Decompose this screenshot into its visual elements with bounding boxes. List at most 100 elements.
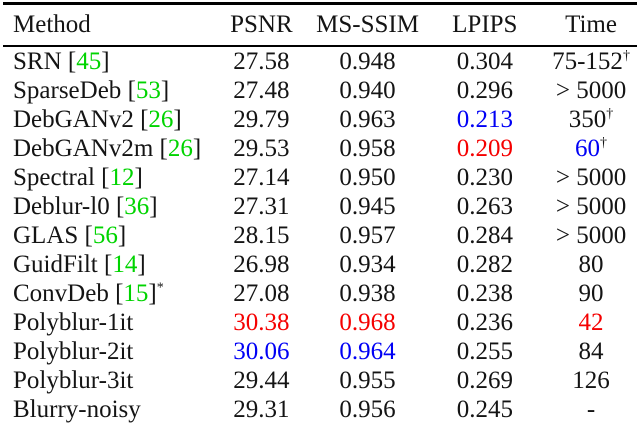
table-row: Spectral [12] 27.14 0.950 0.230 > 5000 bbox=[3, 163, 637, 192]
time-cell: 60† bbox=[545, 134, 637, 163]
lpips-cell: 0.236 bbox=[456, 309, 513, 336]
lpips-cell: 0.284 bbox=[456, 222, 513, 249]
method-cell: Spectral [12] bbox=[13, 164, 143, 191]
table-row: GLAS [56] 28.15 0.957 0.284 > 5000 bbox=[3, 221, 637, 250]
time-cell: - bbox=[545, 395, 637, 424]
lpips-cell: 0.255 bbox=[456, 338, 513, 365]
time-value: > 5000 bbox=[555, 193, 627, 220]
method-cell: Polyblur-2it bbox=[3, 337, 212, 366]
psnr-cell: 27.14 bbox=[233, 164, 290, 191]
method-name: DebGANv2 bbox=[13, 106, 134, 133]
msssim-cell: 0.934 bbox=[339, 251, 396, 278]
citation-ref: 56 bbox=[92, 222, 118, 249]
msssim-cell: 0.955 bbox=[339, 367, 396, 394]
psnr-cell: 29.44 bbox=[233, 367, 290, 394]
lpips-cell: 0.238 bbox=[456, 280, 513, 307]
time-cell: 90 bbox=[545, 279, 637, 308]
citation-ref: 12 bbox=[109, 164, 135, 191]
time-value: 60 bbox=[575, 135, 601, 162]
time-cell: 350† bbox=[545, 105, 637, 134]
psnr-cell: 27.48 bbox=[233, 77, 290, 104]
time-value: > 5000 bbox=[555, 77, 627, 104]
lpips-cell: 0.282 bbox=[456, 251, 513, 278]
msssim-cell: 0.945 bbox=[339, 193, 396, 220]
lpips-cell: 0.245 bbox=[456, 396, 513, 423]
table-row: ConvDeb [15]* 27.08 0.938 0.238 90 bbox=[3, 279, 637, 308]
time-cell: 42 bbox=[545, 308, 637, 337]
table-header-row: Method PSNR MS-SSIM LPIPS Time bbox=[3, 3, 637, 47]
citation-ref: 45 bbox=[76, 48, 102, 75]
method-cell: SparseDeb [53] bbox=[13, 77, 170, 104]
lpips-cell: 0.213 bbox=[456, 106, 513, 133]
citation-ref: 15 bbox=[123, 280, 149, 307]
psnr-cell: 30.38 bbox=[233, 309, 290, 336]
psnr-cell: 29.53 bbox=[233, 135, 290, 162]
time-cell: > 5000 bbox=[545, 192, 637, 221]
time-cell: 75-152† bbox=[545, 46, 637, 76]
method-name: Spectral bbox=[13, 164, 95, 191]
lpips-cell: 0.269 bbox=[456, 367, 513, 394]
time-value: 350 bbox=[568, 106, 607, 133]
table-row: SparseDeb [53] 27.48 0.940 0.296 > 5000 bbox=[3, 76, 637, 105]
table-body: SRN [45] 27.58 0.948 0.304 75-152† SparseDeb … bbox=[3, 46, 637, 424]
msssim-cell: 0.957 bbox=[339, 222, 396, 249]
citation-ref: 53 bbox=[135, 77, 161, 104]
msssim-cell: 0.948 bbox=[339, 48, 396, 75]
column-header-psnr: PSNR bbox=[212, 3, 311, 47]
table-row: Deblur-l0 [36] 27.31 0.945 0.263 > 5000 bbox=[3, 192, 637, 221]
column-header-time: Time bbox=[545, 3, 637, 47]
method-cell: Polyblur-1it bbox=[3, 308, 212, 337]
time-cell: 126 bbox=[545, 366, 637, 395]
table-row: DebGANv2m [26] 29.53 0.958 0.209 60† bbox=[3, 134, 637, 163]
time-cell: 84 bbox=[545, 337, 637, 366]
table-row: Polyblur-1it 30.38 0.968 0.236 42 bbox=[3, 308, 637, 337]
citation-ref: 14 bbox=[112, 251, 138, 278]
time-value: > 5000 bbox=[555, 222, 627, 249]
method-name: Polyblur-3it bbox=[13, 367, 134, 394]
results-table: Method PSNR MS-SSIM LPIPS Time SRN [45] 2… bbox=[3, 2, 637, 424]
time-value: > 5000 bbox=[555, 164, 627, 191]
lpips-cell: 0.304 bbox=[456, 48, 513, 75]
method-cell: Deblur-l0 [36] bbox=[13, 193, 158, 220]
psnr-cell: 29.79 bbox=[233, 106, 290, 133]
column-header-lpips: LPIPS bbox=[424, 3, 546, 47]
psnr-cell: 27.08 bbox=[233, 280, 290, 307]
method-name: DebGANv2m bbox=[13, 135, 154, 162]
method-cell: DebGANv2m [26] bbox=[13, 135, 202, 162]
msssim-cell: 0.963 bbox=[339, 106, 396, 133]
psnr-cell: 26.98 bbox=[233, 251, 290, 278]
time-superscript: † bbox=[600, 135, 608, 151]
time-value: 126 bbox=[572, 367, 610, 394]
msssim-cell: 0.950 bbox=[339, 164, 396, 191]
psnr-cell: 27.58 bbox=[233, 48, 290, 75]
table-row: Blurry-noisy 29.31 0.956 0.245 - bbox=[3, 395, 637, 424]
time-value: 84 bbox=[578, 338, 604, 365]
time-value: 90 bbox=[578, 280, 604, 307]
citation-ref: 26 bbox=[148, 106, 174, 133]
method-name: SRN bbox=[13, 48, 62, 75]
method-name: SparseDeb bbox=[13, 77, 122, 104]
method-cell: Polyblur-3it bbox=[3, 366, 212, 395]
method-name: Polyblur-1it bbox=[13, 309, 134, 336]
method-name: Blurry-noisy bbox=[13, 396, 141, 423]
time-superscript: † bbox=[606, 106, 614, 122]
column-header-msssim: MS-SSIM bbox=[310, 3, 425, 47]
time-cell: > 5000 bbox=[545, 221, 637, 250]
method-name: GLAS bbox=[13, 222, 79, 249]
time-value: 75-152 bbox=[552, 48, 623, 75]
citation-ref: 26 bbox=[167, 135, 193, 162]
method-name: GuidFilt bbox=[13, 251, 98, 278]
lpips-cell: 0.230 bbox=[456, 164, 513, 191]
method-name: Polyblur-2it bbox=[13, 338, 134, 365]
msssim-cell: 0.940 bbox=[339, 77, 396, 104]
table-row: Polyblur-2it 30.06 0.964 0.255 84 bbox=[3, 337, 637, 366]
table-row: DebGANv2 [26] 29.79 0.963 0.213 350† bbox=[3, 105, 637, 134]
method-cell: SRN [45] bbox=[13, 48, 110, 75]
psnr-cell: 28.15 bbox=[233, 222, 290, 249]
time-cell: 80 bbox=[545, 250, 637, 279]
msssim-cell: 0.958 bbox=[339, 135, 396, 162]
msssim-cell: 0.968 bbox=[339, 309, 396, 336]
psnr-cell: 29.31 bbox=[233, 396, 290, 423]
method-cell: Blurry-noisy bbox=[3, 395, 212, 424]
method-cell: ConvDeb [15]* bbox=[13, 280, 164, 307]
